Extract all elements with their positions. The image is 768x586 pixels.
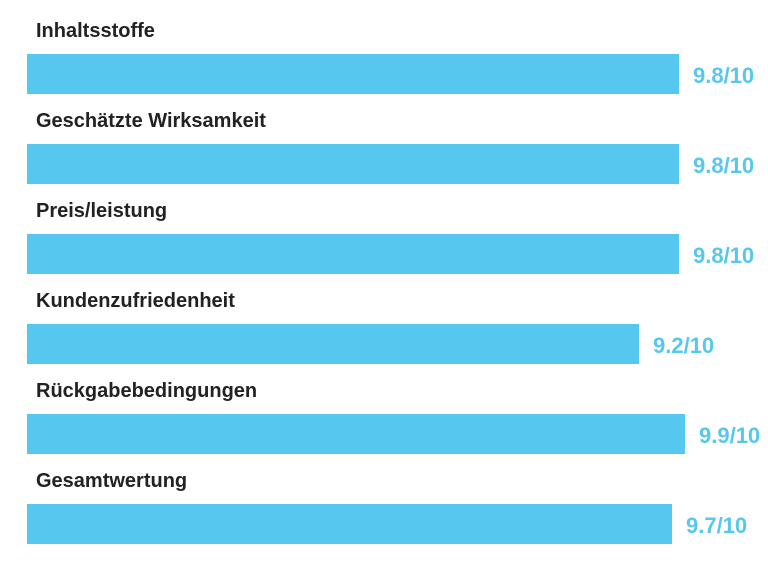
- category-label: Inhaltsstoffe: [36, 20, 155, 42]
- category-label: Preis/leistung: [36, 200, 168, 222]
- rating-bar: [27, 324, 639, 364]
- category-label: Kundenzufriedenheit: [36, 290, 235, 312]
- value-label: 9.7/10: [686, 513, 748, 538]
- rating-bar: [27, 504, 672, 544]
- chart-row: Inhaltsstoffe 9.8/10: [0, 20, 768, 110]
- value-label: 9.8/10: [693, 63, 755, 88]
- category-label: Geschätzte Wirksamkeit: [36, 110, 266, 132]
- rating-bar: [27, 144, 679, 184]
- value-label: 9.2/10: [653, 333, 715, 358]
- chart-row: Gesamtwertung 9.7/10: [0, 470, 768, 560]
- rating-bar: [27, 234, 679, 274]
- chart-row: Rückgabebedingungen 9.9/10: [0, 380, 768, 470]
- value-label: 9.8/10: [693, 243, 755, 268]
- category-label: Rückgabebedingungen: [36, 380, 258, 402]
- value-label: 9.8/10: [693, 153, 755, 178]
- chart-row: Preis/leistung 9.8/10: [0, 200, 768, 290]
- chart-row: Kundenzufriedenheit 9.2/10: [0, 290, 768, 380]
- category-label: Gesamtwertung: [36, 470, 188, 492]
- chart-row: Geschätzte Wirksamkeit 9.8/10: [0, 110, 768, 200]
- rating-bar: [27, 54, 679, 94]
- value-label: 9.9/10: [699, 423, 761, 448]
- rating-bar: [27, 414, 685, 454]
